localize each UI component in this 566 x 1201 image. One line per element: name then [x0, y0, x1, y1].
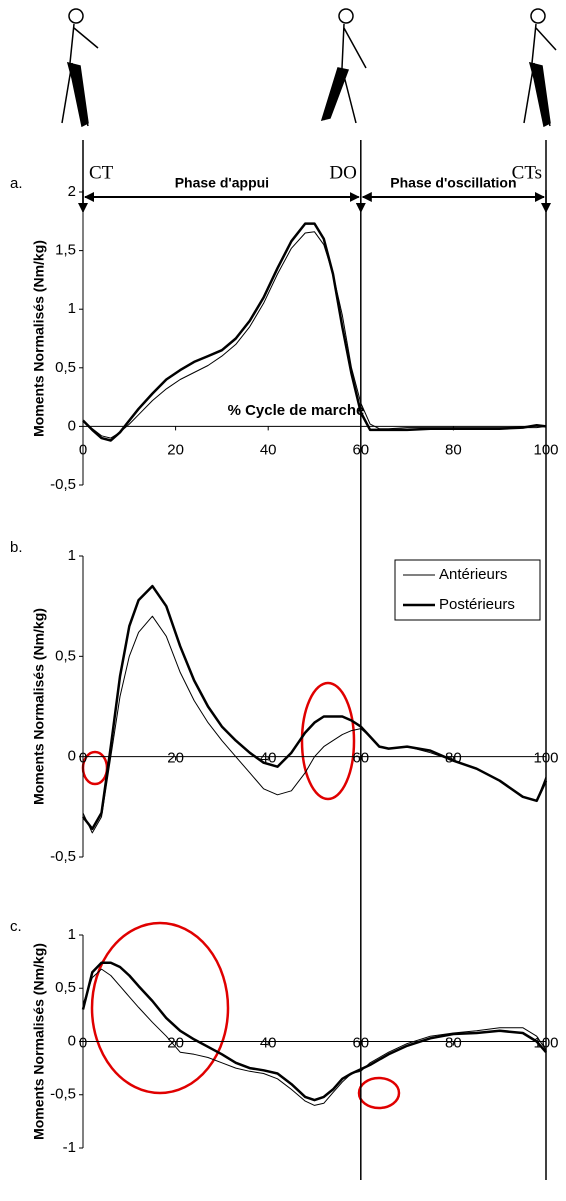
x-tick-label: 0 [79, 750, 87, 767]
highlight-ellipse [90, 921, 230, 1095]
data-line [82, 968, 547, 1106]
x-tick-label: 40 [260, 1034, 277, 1051]
highlight-ellipse [357, 1076, 401, 1110]
y-axis-label: Moments Normalisés (Nm/kg) [31, 943, 47, 1140]
phase-label: Phase d'appui [175, 175, 269, 191]
y-tick-label: 1 [68, 547, 76, 564]
legend-label: Antérieurs [439, 566, 507, 583]
y-tick-label: 0 [68, 748, 76, 765]
y-axis-label: Moments Normalisés (Nm/kg) [31, 240, 47, 437]
legend-label: Postérieurs [439, 596, 515, 613]
x-tick-label: 80 [445, 1034, 462, 1051]
y-axis-label: Moments Normalisés (Nm/kg) [31, 608, 47, 805]
y-tick-label: 0,5 [55, 359, 76, 376]
y-tick-label: 0 [68, 417, 76, 434]
walker-icon [320, 8, 367, 124]
data-line [82, 615, 547, 834]
y-tick-label: -1 [63, 1139, 76, 1156]
phase-label: Phase d'oscillation [390, 175, 516, 191]
y-tick-label: 1 [68, 926, 76, 943]
panel-label: c. [10, 918, 22, 935]
y-tick-label: -0,5 [50, 848, 76, 865]
y-tick-label: -0,5 [50, 476, 76, 493]
walker-icon [61, 8, 99, 128]
event-label: DO [329, 162, 356, 183]
panel-label: a. [10, 175, 23, 192]
highlight-ellipse [300, 681, 356, 801]
event-label: CTs [512, 162, 542, 183]
x-tick-label: 20 [167, 750, 184, 767]
y-tick-label: -0,5 [50, 1086, 76, 1103]
event-label: CT [89, 162, 114, 183]
x-tick-label: 20 [167, 1034, 184, 1051]
x-tick-label: 0 [79, 1034, 87, 1051]
x-tick-label: 80 [445, 441, 462, 458]
x-tick-label: 40 [260, 441, 277, 458]
annotation: % Cycle de marche [228, 402, 365, 419]
y-tick-label: 1 [68, 300, 76, 317]
highlight-ellipses [81, 681, 401, 1110]
y-tick-label: 2 [68, 183, 76, 200]
y-tick-label: 0 [68, 1032, 76, 1049]
data-line [81, 961, 547, 1102]
data-line [82, 584, 548, 831]
x-tick-label: 20 [167, 441, 184, 458]
y-tick-label: 1,5 [55, 242, 76, 259]
panel-label: b. [10, 539, 23, 556]
y-tick-label: 0,5 [55, 647, 76, 664]
legend-box [394, 559, 541, 621]
x-tick-label: 0 [79, 441, 87, 458]
data-line [82, 222, 547, 442]
walker-icons [61, 8, 557, 128]
y-tick-label: 0,5 [55, 979, 76, 996]
walker-icon [523, 8, 557, 128]
